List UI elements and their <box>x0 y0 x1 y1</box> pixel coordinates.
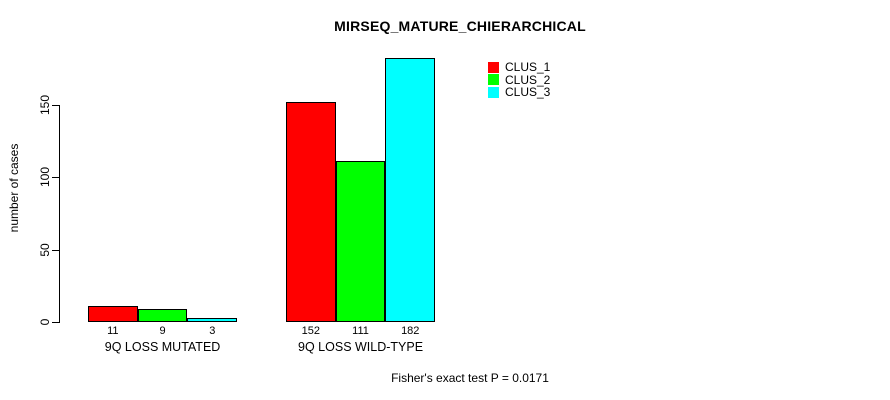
legend-label: CLUS_1 <box>505 60 551 75</box>
y-tick-mark <box>52 322 59 323</box>
legend-item-clus_3: CLUS_3 <box>488 85 551 100</box>
legend-label: CLUS_3 <box>505 85 551 100</box>
y-tick-mark <box>52 249 59 251</box>
y-tick-mark <box>52 177 59 179</box>
legend: CLUS_1 CLUS_2 CLUS_3 <box>488 60 551 100</box>
bar-clus_1-1 <box>88 306 138 322</box>
legend-swatch-clus_3 <box>488 86 499 98</box>
bar-clus_3-1 <box>187 317 238 322</box>
chart-title: MIRSEQ_MATURE_CHIERARCHICAL <box>334 18 586 34</box>
y-tick-mark <box>52 104 59 106</box>
category-label: 9Q LOSS MUTATED <box>104 340 221 354</box>
bar-clus_2-2 <box>335 161 386 322</box>
y-axis-line <box>59 104 60 323</box>
bar-value-label: 9 <box>159 325 166 337</box>
bar-value-label: 3 <box>209 325 216 337</box>
y-tick-label: 50 <box>38 242 52 257</box>
y-axis-label: number of cases <box>7 143 21 233</box>
bar-clus_2-1 <box>137 308 188 322</box>
y-tick-label: 150 <box>38 94 52 115</box>
legend-swatch-clus_2 <box>488 74 499 86</box>
y-tick-label: 100 <box>38 167 52 188</box>
bar-value-label: 111 <box>352 325 369 337</box>
legend-swatch-clus_1 <box>488 61 499 73</box>
bar-clus_3-2 <box>385 58 436 322</box>
y-tick-label: 0 <box>38 318 52 326</box>
bar-clus_1-2 <box>286 101 336 322</box>
annotation-text: Fisher's exact test P = 0.0171 <box>391 371 549 385</box>
legend-label: CLUS_2 <box>505 72 551 87</box>
bar-value-label: 152 <box>301 325 321 337</box>
category-label: 9Q LOSS WILD-TYPE <box>298 340 424 354</box>
bar-value-label: 11 <box>107 325 119 337</box>
legend-item-clus_2: CLUS_2 <box>488 72 551 87</box>
bar-value-label: 182 <box>401 325 420 337</box>
legend-item-clus_1: CLUS_1 <box>488 60 551 75</box>
